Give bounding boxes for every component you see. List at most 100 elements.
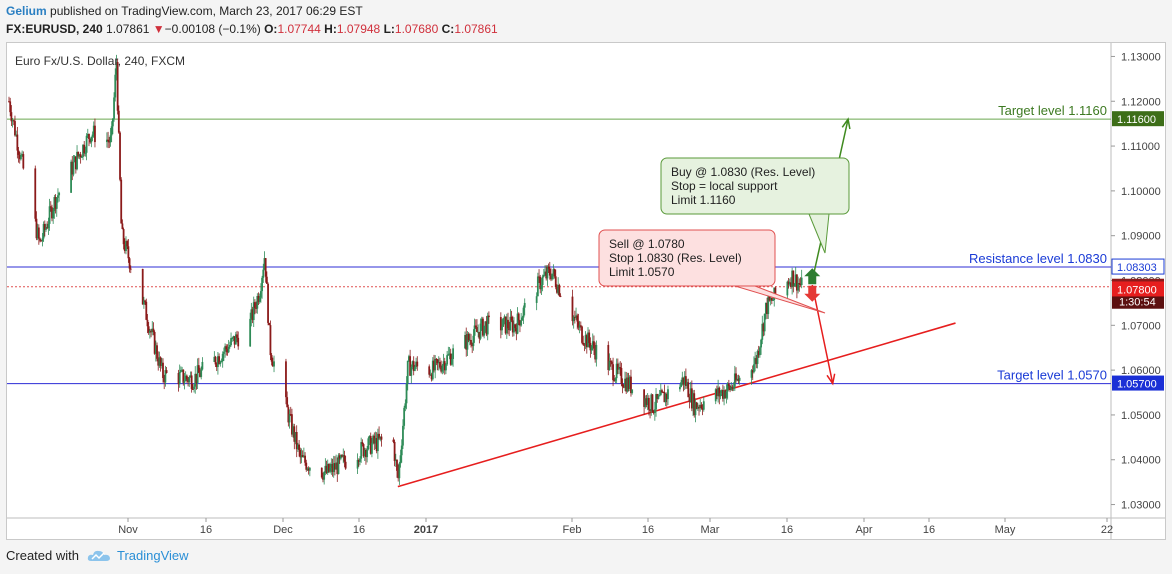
y-tick-label: 1.06000 xyxy=(1121,365,1161,377)
candle-body xyxy=(499,317,502,331)
candle-body xyxy=(446,355,449,365)
candle-body xyxy=(255,307,258,309)
candle-body xyxy=(304,455,306,463)
candle-body xyxy=(224,346,226,352)
support-trendline[interactable] xyxy=(397,322,956,488)
candle-body xyxy=(336,462,339,475)
candle-body xyxy=(539,276,542,290)
candle-body xyxy=(78,154,81,157)
candle-body xyxy=(796,274,798,291)
candle-body xyxy=(429,374,432,376)
candle-body xyxy=(182,369,185,383)
candle-body xyxy=(323,471,326,480)
candle-body xyxy=(554,276,557,288)
candle-body xyxy=(770,298,773,301)
candle-body xyxy=(690,388,693,409)
candle-body xyxy=(129,268,132,270)
candle-body xyxy=(194,373,197,387)
candle-body xyxy=(413,367,416,371)
candle-body xyxy=(488,315,490,318)
y-tick-label: 1.09000 xyxy=(1121,231,1161,243)
candle-body xyxy=(756,351,759,364)
candle-body xyxy=(147,326,150,333)
down-target-arrow[interactable] xyxy=(811,284,834,384)
callout-line: Buy @ 1.0830 (Res. Level) xyxy=(671,165,815,179)
candle-body xyxy=(610,361,613,365)
y-tick-label: 1.11000 xyxy=(1121,141,1160,153)
candle-body xyxy=(108,141,111,143)
plot-area[interactable] xyxy=(7,43,1111,518)
x-tick-label: Nov xyxy=(118,524,138,536)
candle-body xyxy=(232,336,235,338)
candle-body xyxy=(250,309,253,319)
candle-body xyxy=(550,275,552,280)
callout-line: Limit 1.1160 xyxy=(671,193,736,207)
candle-body xyxy=(41,238,44,242)
candle-body xyxy=(329,467,332,472)
candle-body xyxy=(468,339,471,341)
candle-body xyxy=(177,372,180,385)
x-tick-label: Mar xyxy=(701,524,720,536)
candle-body xyxy=(326,463,329,473)
candle-body xyxy=(271,361,274,367)
candle-body xyxy=(523,302,526,308)
candle-body xyxy=(213,356,216,362)
candle-body xyxy=(799,284,802,286)
candle-body xyxy=(754,358,757,365)
candle-body xyxy=(331,464,334,472)
candle-body xyxy=(153,331,156,354)
candle-body xyxy=(356,459,359,469)
candle-body xyxy=(264,258,267,277)
candle-body xyxy=(535,296,538,303)
resistance-tag: 1.08303 xyxy=(1117,262,1157,274)
candle-body xyxy=(183,380,186,383)
y-tick-label: 1.07000 xyxy=(1121,320,1161,332)
candle-body xyxy=(578,325,581,328)
candle-body xyxy=(449,353,452,365)
candle-body xyxy=(589,343,592,351)
candle-body xyxy=(726,383,729,392)
buy-callout[interactable]: Buy @ 1.0830 (Res. Level)Stop = local su… xyxy=(660,157,850,254)
callout-line: Limit 1.0570 xyxy=(609,265,675,279)
author-name[interactable]: Gelium xyxy=(6,4,47,18)
candle-body xyxy=(178,371,181,385)
candle-body xyxy=(92,125,95,135)
price-chart[interactable]: Target level 1.1160 Resistance level 1.08… xyxy=(7,43,1165,539)
candle-body xyxy=(359,458,361,462)
candle-body xyxy=(195,373,198,383)
candle-body xyxy=(447,354,450,356)
candle-body xyxy=(17,150,20,155)
buy-arrow-icon[interactable] xyxy=(804,268,821,285)
tradingview-link[interactable]: TradingView xyxy=(87,548,189,563)
candle-body xyxy=(236,334,238,338)
x-tick-label: 16 xyxy=(642,524,654,536)
candle-body xyxy=(231,337,234,339)
down-triangle-icon: ▼ xyxy=(152,22,165,36)
target-low-tag: 1.05700 xyxy=(1117,379,1157,391)
published-text: published on TradingView.com, March 23, … xyxy=(50,4,363,18)
candle-body xyxy=(226,349,229,353)
candle-body xyxy=(392,439,395,442)
candle-body xyxy=(667,389,669,400)
candle-body xyxy=(439,362,441,368)
sell-arrow-icon[interactable] xyxy=(804,285,821,302)
candle-body xyxy=(218,356,221,364)
candle-body xyxy=(145,301,148,320)
candle-body xyxy=(502,318,505,327)
candle-body xyxy=(219,361,222,364)
candle-body xyxy=(296,444,299,450)
candle-body xyxy=(546,266,549,279)
candle-body xyxy=(501,326,503,331)
candle-body xyxy=(86,134,89,136)
candle-body xyxy=(410,366,413,376)
candle-body xyxy=(758,347,761,356)
candle-body xyxy=(688,397,691,403)
candle-body xyxy=(267,283,269,323)
candle-body xyxy=(342,455,345,457)
candle-body xyxy=(651,394,654,412)
candle-body xyxy=(440,367,443,372)
chart-panel[interactable]: Target level 1.1160 Resistance level 1.08… xyxy=(6,42,1166,540)
candle-body xyxy=(363,449,366,457)
candle-body xyxy=(657,395,660,399)
